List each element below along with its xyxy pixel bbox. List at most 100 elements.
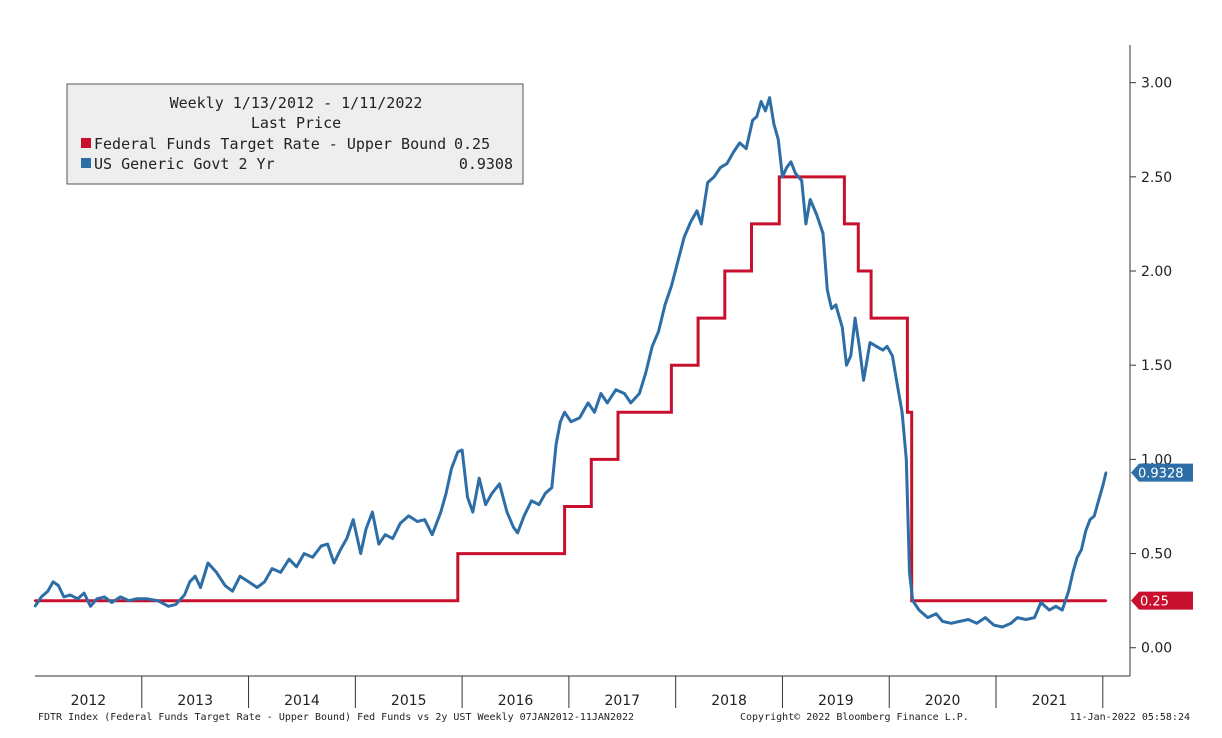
us-2yr-point [199,586,202,589]
fed-funds-point [843,175,846,179]
fed-funds-point [696,364,700,367]
fed-funds-point [869,269,873,273]
us-2yr-point [776,137,780,141]
us-2yr-point [1104,471,1108,474]
us-2yr-point [279,571,282,574]
us-2yr-point [695,209,699,212]
us-2yr-point [700,222,703,226]
fed-funds-point [696,316,700,320]
series-line-us-2yr [33,96,1108,629]
fed-funds-point [843,222,846,226]
badge-fed-funds-shape [1131,591,1193,610]
us-2yr-point [215,571,218,574]
fed-funds-point [590,458,593,461]
us-2yr-point [287,558,291,561]
us-2yr-point [537,503,541,506]
fed-funds-point [33,599,37,602]
us-2yr-point [629,401,633,405]
us-2yr-point [1101,484,1104,487]
us-2yr-point [183,593,186,597]
legend-title: Weekly 1/13/2012 - 1/11/2022 [170,94,423,112]
us-2yr-point [345,537,348,540]
us-2yr-point [789,160,793,163]
fed-funds-point [857,222,860,226]
us-2yr-point [958,620,961,623]
us-2yr-point [949,622,953,625]
x-axis-year-ticks [141,676,1104,708]
us-2yr-point [845,364,848,367]
x-year-label: 2019 [818,693,854,709]
us-2yr-point [911,599,914,602]
footer-source: FDTR Index (Federal Funds Target Rate - … [38,712,634,723]
fed-funds-point [750,222,753,226]
us-2yr-point [644,371,647,374]
us-2yr-point [689,220,692,224]
legend-subtitle: Last Price [251,114,341,132]
us-2yr-point [772,122,776,126]
us-2yr-point [423,518,426,521]
us-2yr-point [1061,608,1064,612]
us-2yr-point [917,608,921,612]
us-2yr-point [326,542,329,546]
us-2yr-point [821,232,825,235]
us-2yr-point [1071,571,1075,574]
us-2yr-point [407,514,410,518]
value-badge-us-2yr: 0.9328 [1131,463,1193,482]
us-2yr-point [471,510,474,514]
us-2yr-point [657,330,660,333]
us-2yr-point [849,354,852,357]
us-2yr-point [719,166,722,169]
us-2yr-point [623,392,626,395]
us-2yr-point [759,100,763,103]
us-2yr-point [339,548,342,551]
us-2yr-point [1016,616,1019,619]
fed-funds-point [778,222,781,226]
us-2yr-point [1075,556,1079,559]
y-tick-label: 2.50 [1141,170,1172,186]
us-2yr-point [512,525,515,529]
us-2yr-point [416,520,419,523]
us-2yr-point [89,605,92,608]
legend-swatch-us-2yr [81,158,91,168]
fed-funds-point [1104,599,1108,602]
fed-funds-point [750,269,753,273]
us-2yr-point [156,599,159,602]
us-2yr-point [263,580,266,584]
fed-funds-point [563,552,566,555]
us-2yr-point [460,448,464,452]
fed-funds-point [723,269,726,273]
us-2yr-point [295,565,298,568]
us-2yr-point [364,527,368,531]
us-2yr-point [875,345,878,348]
fed-funds-point [723,316,726,320]
us-2yr-point [69,593,72,597]
series-line-fed-funds [35,175,1106,603]
us-2yr-point [255,586,259,589]
x-year-label: 2018 [711,693,747,709]
fed-funds-point [616,458,620,461]
us-2yr-point [900,411,904,414]
us-2yr-point [606,401,609,405]
x-axis-year-labels: 2012 2013 2014 2015 2016 2017 2018 2019 2020 2021 [71,693,1068,709]
us-2yr-point [738,141,741,145]
fed-funds-point [616,411,620,414]
legend-label-us-2yr: US Generic Govt 2 Yr [94,155,275,173]
us-2yr-point [505,510,509,514]
us-2yr-point [826,288,829,292]
x-year-label: 2015 [391,693,427,709]
us-2yr-point [478,477,481,480]
badge-fed-funds-text: 0.25 [1140,595,1169,610]
us-2yr-point [975,622,978,625]
legend: Weekly 1/13/2012 - 1/11/2022 Last Price … [66,83,524,185]
us-2yr-point [908,571,911,574]
us-2yr-point [550,486,554,489]
us-2yr-point [638,392,641,395]
badge-us-2yr-shape [1131,463,1193,482]
us-2yr-point [444,492,448,495]
us-2yr-point [1048,608,1051,612]
us-2yr-point [984,616,987,619]
us-2yr-point [599,392,603,395]
us-2yr-point [530,499,533,503]
us-2yr-point [785,166,788,169]
x-year-label: 2020 [925,693,961,709]
